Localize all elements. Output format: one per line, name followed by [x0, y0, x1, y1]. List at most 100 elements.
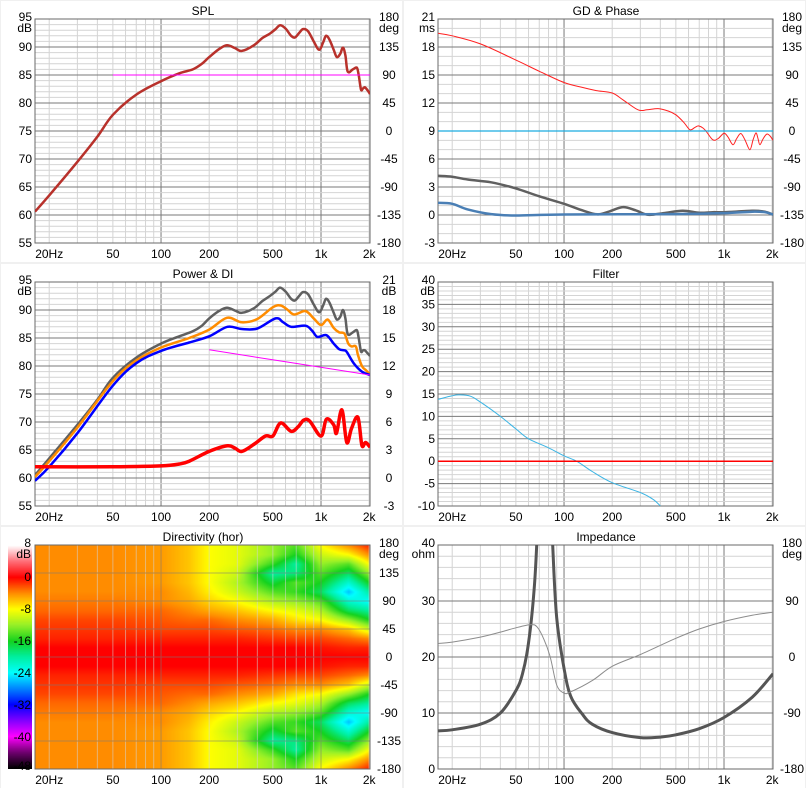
y-tick-label: 30	[422, 594, 436, 608]
y2-tick-label: 3	[386, 443, 393, 457]
y-tick-label: 80	[19, 96, 33, 110]
x-tick-label: 2k	[766, 247, 780, 261]
x-tick-label: 200	[602, 773, 622, 787]
x-tick-label: 20Hz	[35, 247, 63, 261]
x-tick-label: 1k	[718, 247, 732, 261]
y2-tick-label: -180	[780, 236, 804, 250]
x-tick-label: 20Hz	[438, 510, 466, 524]
colorbar-tick-label: -48	[14, 759, 32, 773]
colorbar-tick-label: 0	[24, 570, 31, 584]
x-tick-label: 100	[151, 247, 171, 261]
group-delay-curve-2	[438, 201, 773, 217]
spl-curve	[35, 23, 370, 213]
y2-tick-label: 6	[386, 415, 393, 429]
chart-title: Impedance	[576, 530, 636, 544]
y2-tick-label: 9	[386, 387, 393, 401]
impedance-magnitude-curve	[438, 545, 773, 740]
x-tick-label: 50	[106, 247, 120, 261]
chart-title: Directivity (hor)	[163, 530, 244, 544]
x-tick-label: 50	[509, 773, 523, 787]
y2-tick-label: -135	[780, 208, 804, 222]
x-tick-label: 2k	[363, 773, 377, 787]
y-tick-label: 40	[422, 536, 436, 550]
y-tick-label: 40	[422, 273, 436, 287]
y2-tick-label: -45	[380, 678, 398, 692]
x-tick-label: 200	[199, 773, 219, 787]
x-tick-label: 50	[106, 773, 120, 787]
y2-unit-label: deg	[782, 21, 802, 35]
y2-tick-label: 90	[382, 594, 396, 608]
series-group	[438, 545, 773, 740]
y2-tick-label: 0	[789, 124, 796, 138]
y2-tick-label: 18	[382, 303, 396, 317]
y-tick-label: 3	[428, 180, 435, 194]
x-tick-label: 2k	[766, 510, 780, 524]
plot-frame	[34, 281, 371, 507]
x-tick-label: 500	[666, 510, 686, 524]
y-unit-label: dB	[17, 21, 32, 35]
y2-tick-label: 135	[379, 566, 399, 580]
spl-panel: SPL 20Hz 50 100 200 500 1k 2k 95 90 85 80 75 70 65 60 55…	[1, 1, 402, 262]
power-curve-blue	[35, 316, 370, 482]
power-curve-gray	[35, 286, 370, 477]
colorbar-tick-label: -8	[20, 602, 31, 616]
y-tick-label: 70	[19, 415, 33, 429]
gd-phase-chart: GD & Phase 20Hz 50 100 200 500 1k 2k 21 18 15 12 9 6 3…	[419, 4, 804, 261]
x-tick-label: 2k	[363, 510, 377, 524]
x-tick-label: 1k	[718, 510, 732, 524]
x-tick-label: 20Hz	[35, 773, 63, 787]
chart-title: SPL	[192, 4, 215, 18]
y-tick-label: 75	[19, 387, 33, 401]
x-tick-label: 500	[263, 773, 283, 787]
y-tick-label: 21	[422, 10, 436, 24]
y2-tick-label: -90	[783, 706, 801, 720]
x-tick-label: 50	[106, 510, 120, 524]
y2-tick-label: -90	[380, 706, 398, 720]
y2-tick-label: -180	[377, 762, 401, 776]
y-tick-label: 0	[428, 762, 435, 776]
y-tick-label: 90	[19, 40, 33, 54]
plot-frame	[437, 544, 774, 770]
y-tick-label: 60	[19, 208, 33, 222]
y-tick-label: 0	[428, 454, 435, 468]
y-tick-label: 55	[19, 499, 33, 513]
x-tick-label: 20Hz	[438, 773, 466, 787]
y2-tick-label: -180	[377, 236, 401, 250]
target-slope-line	[209, 349, 370, 376]
y-tick-label: 65	[19, 180, 33, 194]
y-tick-label: 35	[422, 297, 436, 311]
y-tick-label: 70	[19, 152, 33, 166]
chart-title: Power & DI	[173, 267, 234, 281]
y-tick-label: 6	[428, 152, 435, 166]
y-tick-label: 95	[19, 10, 33, 24]
x-tick-label: 1k	[315, 510, 329, 524]
x-tick-label: 1k	[315, 773, 329, 787]
y2-tick-label: -180	[780, 762, 804, 776]
series-group	[35, 286, 370, 482]
y2-tick-label: 180	[782, 536, 802, 550]
x-tick-label: 500	[666, 247, 686, 261]
y2-tick-label: 0	[386, 650, 393, 664]
grid	[35, 281, 370, 507]
y2-unit-label: deg	[782, 547, 802, 561]
chart-title: GD & Phase	[573, 4, 640, 18]
y2-tick-label: 180	[379, 536, 399, 550]
x-tick-label: 200	[199, 247, 219, 261]
y-tick-label: 9	[428, 124, 435, 138]
directivity-chart: Directivity (hor) 20Hz 50 100 200 500 1k 2k 180 1…	[14, 530, 402, 787]
phase-curve	[438, 32, 773, 151]
x-tick-label: 2k	[766, 773, 780, 787]
x-tick-label: 20Hz	[438, 247, 466, 261]
impedance-phase-curve	[438, 611, 773, 695]
group-delay-curve	[438, 174, 773, 217]
x-tick-label: 200	[199, 510, 219, 524]
y2-tick-label: 45	[785, 96, 799, 110]
y2-tick-label: -45	[783, 152, 801, 166]
y-tick-label: -5	[424, 477, 435, 491]
power-di-panel: Power & DI 20Hz 50 100 200 500 1k 2k 95 90 85 80 75 7…	[1, 264, 402, 525]
x-tick-label: 500	[263, 510, 283, 524]
y-tick-label: 95	[19, 273, 33, 287]
power-curve-orange	[35, 304, 370, 478]
